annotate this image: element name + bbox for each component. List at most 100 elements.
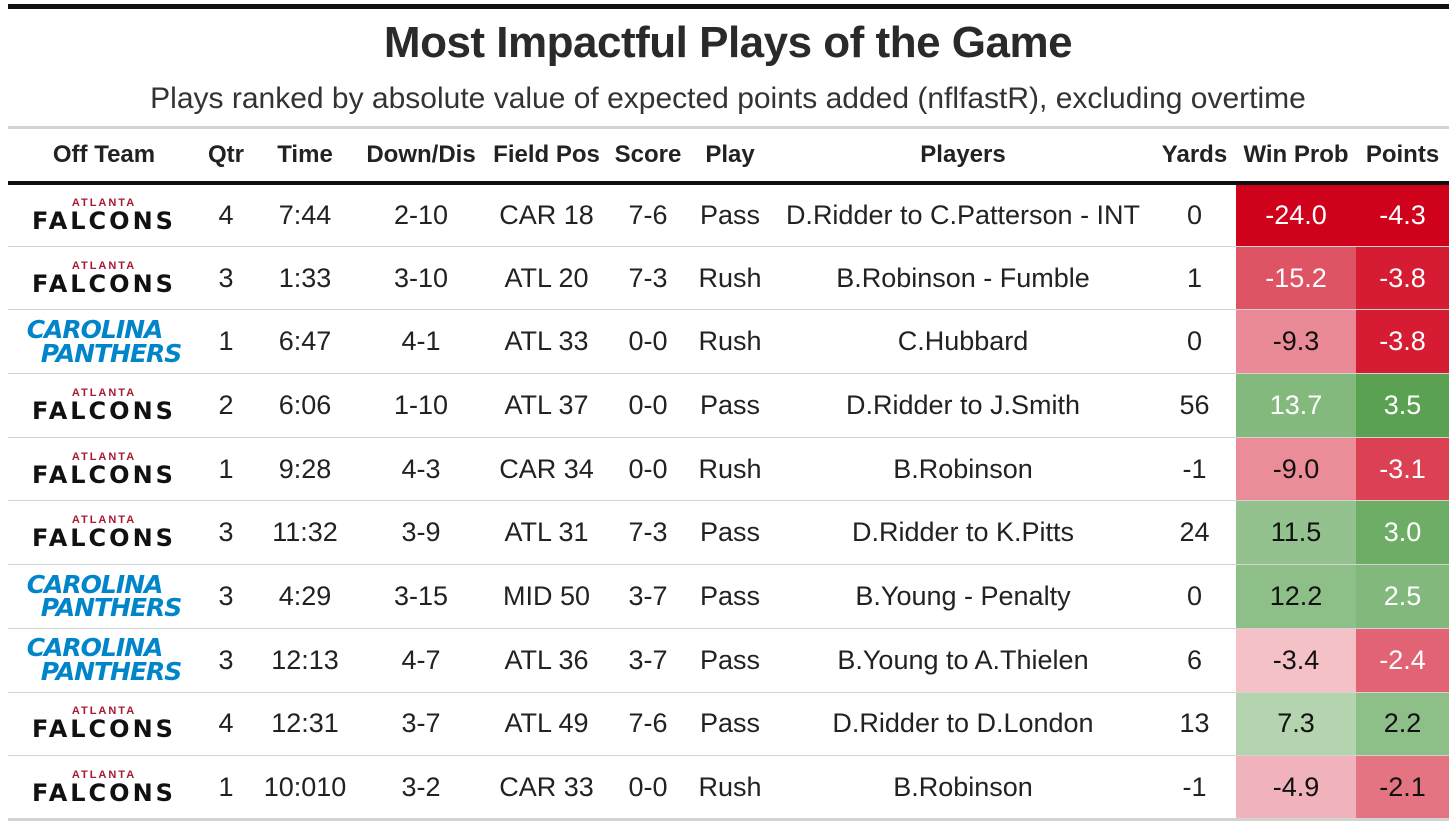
qtr-cell: 4	[200, 692, 252, 757]
time-cell: 12:13	[252, 628, 358, 693]
players-cell: D.Ridder to K.Pitts	[773, 500, 1153, 566]
play-type-cell: Rush	[687, 755, 773, 821]
down-dis-cell: 3-15	[358, 564, 484, 629]
points-cell: 3.5	[1356, 373, 1449, 438]
table-body: ATLANTA FALCONS 4 7:44 2-10 CAR 18 7-6 Pass D.Ri…	[8, 182, 1449, 821]
table-row: ATLANTA FALCONS 1 9:28 4-3 CAR 34 0-0 Rush B.Rob…	[8, 437, 1449, 502]
col-header-yards: Yards	[1153, 126, 1236, 185]
logo-line-1: ATLANTA	[71, 196, 137, 209]
top-rule	[8, 4, 1449, 9]
logo-line-1: ATLANTA	[71, 768, 137, 781]
off-team-cell: CAROLINA PANTHERS	[8, 309, 200, 375]
down-dis-cell: 3-2	[358, 755, 484, 821]
players-cell: B.Robinson - Fumble	[773, 246, 1153, 311]
points-cell: -3.8	[1356, 309, 1449, 375]
field-pos-cell: ATL 49	[484, 692, 609, 757]
logo-line-2: FALCONS	[32, 524, 176, 553]
falcons-logo: ATLANTA FALCONS	[32, 259, 176, 296]
logo-line-2: FALCONS	[32, 715, 176, 744]
players-cell: C.Hubbard	[773, 309, 1153, 375]
points-cell: 2.5	[1356, 564, 1449, 629]
yards-cell: 0	[1153, 182, 1236, 247]
win-prob-cell: -9.3	[1236, 309, 1356, 375]
yards-cell: 13	[1153, 692, 1236, 757]
field-pos-cell: ATL 36	[484, 628, 609, 693]
falcons-logo: ATLANTA FALCONS	[32, 196, 176, 233]
score-cell: 3-7	[609, 564, 687, 629]
col-header-qtr: Qtr	[200, 126, 252, 185]
play-type-cell: Pass	[687, 564, 773, 629]
players-cell: B.Robinson	[773, 755, 1153, 821]
col-header-players: Players	[773, 126, 1153, 185]
time-cell: 11:32	[252, 500, 358, 566]
table-row: CAROLINA PANTHERS 3 4:29 3-15 MID 50 3-7 Pass B.…	[8, 564, 1449, 629]
time-cell: 6:47	[252, 309, 358, 375]
col-header-field-pos: Field Pos	[484, 126, 609, 185]
logo-line-2: PANTHERS	[40, 338, 183, 368]
field-pos-cell: ATL 20	[484, 246, 609, 311]
off-team-cell: ATLANTA FALCONS	[8, 182, 200, 247]
chart-title: Most Impactful Plays of the Game	[383, 18, 1073, 67]
off-team-cell: ATLANTA FALCONS	[8, 437, 200, 502]
players-cell: D.Ridder to J.Smith	[773, 373, 1153, 438]
col-header-down-dis: Down/Dis	[358, 126, 484, 185]
players-cell: B.Young to A.Thielen	[773, 628, 1153, 693]
logo-line-2: FALCONS	[32, 778, 176, 807]
table-row: ATLANTA FALCONS 4 7:44 2-10 CAR 18 7-6 Pass D.Ri…	[8, 182, 1449, 247]
points-cell: 3.0	[1356, 500, 1449, 566]
field-pos-cell: ATL 33	[484, 309, 609, 375]
score-cell: 7-6	[609, 182, 687, 247]
yards-cell: 0	[1153, 564, 1236, 629]
logo-line-1: ATLANTA	[71, 259, 137, 272]
field-pos-cell: ATL 37	[484, 373, 609, 438]
players-cell: B.Robinson	[773, 437, 1153, 502]
play-type-cell: Pass	[687, 500, 773, 566]
qtr-cell: 3	[200, 628, 252, 693]
yards-cell: 1	[1153, 246, 1236, 311]
panthers-logo: CAROLINA PANTHERS	[27, 636, 183, 687]
points-cell: -2.1	[1356, 755, 1449, 821]
logo-line-2: PANTHERS	[40, 657, 183, 687]
col-header-win-prob: Win Prob	[1236, 126, 1356, 185]
time-cell: 7:44	[252, 182, 358, 247]
logo-line-1: ATLANTA	[71, 386, 137, 399]
win-prob-cell: -9.0	[1236, 437, 1356, 502]
down-dis-cell: 3-10	[358, 246, 484, 311]
qtr-cell: 1	[200, 755, 252, 821]
score-cell: 7-3	[609, 246, 687, 311]
time-cell: 1:33	[252, 246, 358, 311]
field-pos-cell: CAR 33	[484, 755, 609, 821]
col-header-play: Play	[687, 126, 773, 185]
points-cell: 2.2	[1356, 692, 1449, 757]
down-dis-cell: 4-7	[358, 628, 484, 693]
yards-cell: 24	[1153, 500, 1236, 566]
logo-line-1: ATLANTA	[71, 450, 137, 463]
score-cell: 0-0	[609, 309, 687, 375]
chart-subtitle: Plays ranked by absolute value of expect…	[150, 82, 1306, 115]
win-prob-cell: -24.0	[1236, 182, 1356, 247]
yards-cell: 56	[1153, 373, 1236, 438]
off-team-cell: ATLANTA FALCONS	[8, 500, 200, 566]
win-prob-cell: -4.9	[1236, 755, 1356, 821]
table-row: ATLANTA FALCONS 4 12:31 3-7 ATL 49 7-6 Pass D.Ri…	[8, 692, 1449, 757]
time-cell: 9:28	[252, 437, 358, 502]
col-header-points: Points	[1356, 126, 1449, 185]
time-cell: 6:06	[252, 373, 358, 438]
players-cell: D.Ridder to C.Patterson - INT	[773, 182, 1153, 247]
qtr-cell: 3	[200, 500, 252, 566]
qtr-cell: 4	[200, 182, 252, 247]
win-prob-cell: -15.2	[1236, 246, 1356, 311]
qtr-cell: 1	[200, 437, 252, 502]
field-pos-cell: MID 50	[484, 564, 609, 629]
qtr-cell: 3	[200, 246, 252, 311]
play-type-cell: Rush	[687, 309, 773, 375]
panthers-logo: CAROLINA PANTHERS	[27, 317, 183, 368]
falcons-logo: ATLANTA FALCONS	[32, 450, 176, 487]
table-row: ATLANTA FALCONS 3 1:33 3-10 ATL 20 7-3 Rush B.Ro…	[8, 246, 1449, 311]
field-pos-cell: CAR 18	[484, 182, 609, 247]
score-cell: 0-0	[609, 437, 687, 502]
play-type-cell: Rush	[687, 246, 773, 311]
falcons-logo: ATLANTA FALCONS	[32, 768, 176, 807]
play-type-cell: Pass	[687, 692, 773, 757]
win-prob-cell: -3.4	[1236, 628, 1356, 693]
